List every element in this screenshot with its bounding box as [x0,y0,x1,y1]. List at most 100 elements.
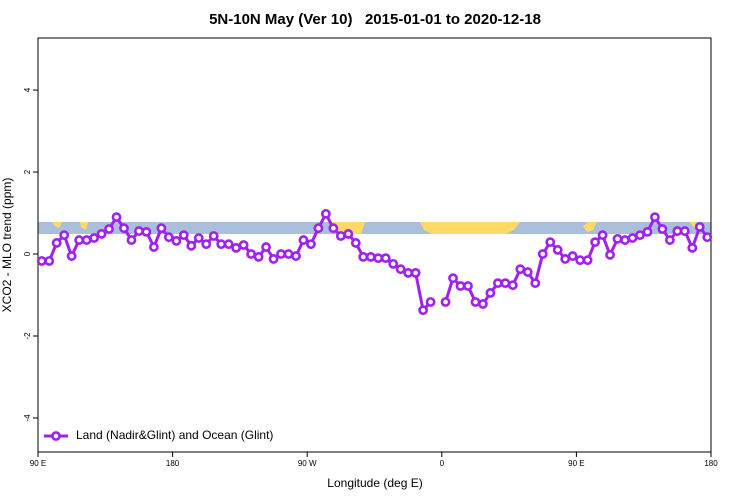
data-point [627,233,638,243]
y-tick-label: 4 [23,87,32,92]
data-point [350,238,361,248]
x-tick-label: 180 [704,459,718,468]
data-point [358,251,369,262]
chart-title: 5N-10N May (Ver 10) 2015-01-01 to 2020-1… [209,11,541,28]
data-point [178,230,189,241]
data-point [186,240,197,251]
data-point [163,232,174,243]
y-axis-label: XCO2 - MLO trend (ppm) [0,178,14,313]
data-point [59,230,70,241]
data-point [410,267,421,278]
data-point [320,208,331,219]
data-point [291,251,301,261]
data-point [104,224,114,234]
data-point [612,233,623,244]
land-ocean-strip [38,222,711,234]
data-point [216,239,227,250]
data-point [231,242,242,253]
data-point [687,242,698,253]
data-point [66,251,77,261]
x-tick-label: 180 [166,459,180,468]
data-point [89,233,99,243]
data-point [283,249,294,259]
data-point [141,226,152,237]
data-point [590,237,600,248]
data-point [343,229,354,239]
data-point [537,249,548,259]
data-point [51,238,62,248]
data-point [425,297,436,307]
data-point [388,258,399,269]
data-point [156,223,167,234]
data-point [440,297,451,307]
data-point [507,280,518,291]
data-point [620,235,630,245]
plot-frame [37,37,712,453]
data-point [253,251,264,262]
data-point [403,267,414,278]
data-point [395,264,406,275]
data-point [664,235,675,245]
y-tick-label: -4 [23,414,32,422]
data-point [567,251,578,261]
data-point [171,236,182,246]
data-point [635,230,645,241]
data-point [463,281,473,291]
data-point [328,223,339,234]
data-point [478,299,488,309]
data-point [81,235,92,245]
data-point [657,224,668,234]
data-point [575,255,586,266]
data-point [373,253,384,264]
data-point [679,226,690,236]
data-point [597,230,608,241]
y-tick-label: -2 [23,332,32,340]
x-tick-label: 90 E [568,459,584,468]
data-point [134,226,144,236]
data-point [470,297,481,307]
data-point [365,251,376,262]
data-point [74,235,85,245]
data-point [380,253,391,264]
data-point [111,212,122,223]
data-point [642,226,653,237]
data-point [492,278,503,289]
data-point [223,239,234,250]
x-tick-label: 90 W [298,459,317,468]
data-point [418,305,429,316]
data-point [276,249,286,259]
x-tick-label: 0 [440,459,445,468]
data-point [545,237,556,248]
data-point [193,233,204,243]
data-point [485,288,496,298]
data-point [335,231,346,241]
data-point [208,231,219,241]
y-tick-label: 0 [23,251,32,256]
data-point [672,226,683,236]
data-point [238,240,249,250]
data-point [298,235,309,245]
data-point [126,235,137,245]
legend-marker [51,431,61,441]
data-point [119,223,129,234]
data-point [530,278,541,289]
data-point [448,273,458,284]
data-point [702,232,713,243]
data-point [36,256,47,266]
data-point [605,249,615,260]
data-point [455,281,466,291]
data-point [44,256,55,266]
data-point [582,255,593,266]
data-point [500,278,511,289]
data-point [522,267,533,277]
data-point [306,239,316,250]
x-tick-label: 90 E [30,459,46,468]
legend-label: Land (Nadir&Glint) and Ocean (Glint) [76,428,273,442]
x-axis-label: Longitude (deg E) [327,476,422,490]
data-point [96,229,107,239]
data-point [149,242,159,252]
data-point [560,254,571,264]
data-point [313,223,324,234]
data-point [650,212,660,223]
